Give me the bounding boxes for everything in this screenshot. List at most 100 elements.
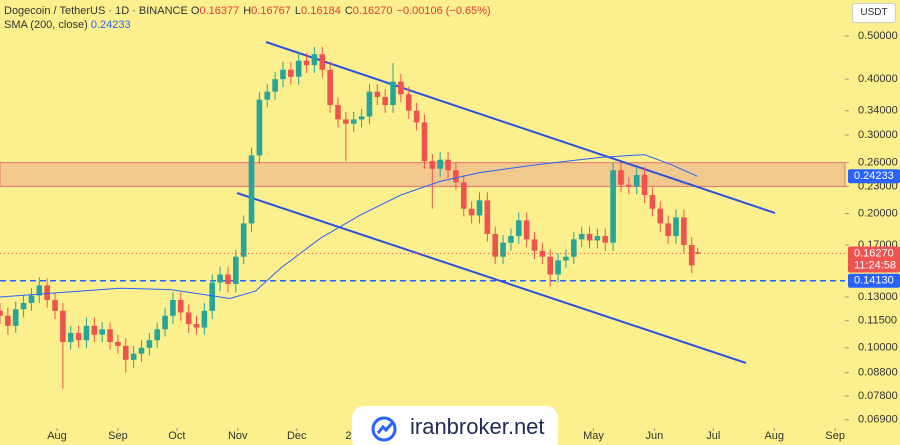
- x-tick-label: Jul: [706, 430, 720, 442]
- last-price-box: [848, 246, 900, 273]
- candle-body: [571, 239, 577, 257]
- sma-name: SMA (200, close): [4, 19, 88, 31]
- y-tick-label: 0.13000: [858, 291, 898, 303]
- candle-body: [138, 347, 145, 354]
- candle-body: [75, 332, 82, 341]
- candle-body: [311, 54, 318, 66]
- x-tick-label: Jun: [646, 430, 664, 442]
- x-tick-label: May: [583, 430, 604, 442]
- sma-value: 0.24233: [90, 19, 131, 31]
- x-tick-label: Dec: [287, 430, 307, 442]
- candle-body: [154, 329, 161, 341]
- x-tick-label: Nov: [228, 430, 248, 442]
- candle-body: [508, 236, 514, 243]
- ohlc-key: H: [243, 5, 252, 17]
- sma-row: SMA (200, close) 0.24233: [4, 18, 495, 32]
- candle-body: [91, 325, 98, 335]
- ohlc-values: O0.16377 H0.16767 L0.16184 C0.16270: [191, 5, 397, 17]
- candle-body: [523, 220, 530, 240]
- candle-body: [578, 233, 585, 240]
- candle-body: [209, 282, 216, 311]
- candle-body: [688, 244, 695, 266]
- candle-body: [694, 252, 701, 254]
- candle-body: [398, 81, 404, 95]
- legend: Dogecoin / TetherUS · 1D · BINANCE O0.16…: [4, 4, 495, 32]
- candle-body: [162, 315, 168, 330]
- ohlc-value: 0.16377: [199, 5, 240, 17]
- candle-body: [476, 200, 483, 216]
- watermark: iranbroker.net: [352, 406, 558, 445]
- candle-body: [547, 256, 554, 275]
- ohlc-key: C: [344, 5, 353, 17]
- candle-body: [492, 233, 499, 257]
- candle-body: [233, 256, 239, 284]
- candle-body: [280, 69, 286, 80]
- y-tick-label: 0.08800: [858, 366, 898, 378]
- candle-body: [0, 310, 3, 316]
- y-tick-label: 0.20000: [858, 207, 898, 219]
- candle-body: [67, 332, 74, 343]
- candle-body: [107, 329, 113, 343]
- candle-body: [618, 170, 624, 185]
- x-tick-label: Oct: [168, 430, 185, 442]
- background-layer: [0, 162, 846, 282]
- candle-body: [264, 91, 271, 100]
- y-tick-label: 0.23000: [858, 180, 898, 192]
- candle-body: [484, 200, 491, 234]
- candle-body: [610, 170, 616, 243]
- currency-button[interactable]: USDT: [852, 3, 896, 23]
- candle-body: [240, 223, 247, 257]
- candle-body: [122, 345, 129, 360]
- candle-body: [60, 310, 66, 343]
- candle-body: [515, 220, 522, 237]
- countdown-label: 11:24:58: [854, 259, 896, 271]
- y-tick-label: 0.06900: [858, 414, 898, 426]
- y-tick-label: 0.34000: [858, 105, 898, 117]
- candle-body: [256, 99, 263, 156]
- zone: [0, 162, 846, 187]
- candle-body: [429, 161, 436, 169]
- candle-body: [130, 353, 137, 360]
- candle-body: [217, 274, 223, 283]
- trend-line: [265, 41, 776, 214]
- candle-body: [453, 170, 459, 183]
- sma-price-label: 0.24233: [854, 170, 894, 182]
- candle-body: [288, 69, 294, 77]
- x-tick-label: Sep: [108, 430, 128, 442]
- y-tick-label: 0.10000: [858, 342, 898, 354]
- candle-body: [594, 236, 601, 241]
- candle-body: [115, 342, 121, 346]
- candle-body: [626, 184, 632, 187]
- candle-body: [146, 340, 153, 348]
- candle-body: [665, 223, 671, 237]
- y-tick-label: 0.50000: [858, 30, 898, 42]
- candle-body: [437, 159, 443, 169]
- candle-body: [633, 174, 640, 187]
- ohlc-value: 0.16184: [301, 5, 341, 17]
- candle-body: [413, 110, 420, 123]
- candle-body: [343, 119, 349, 124]
- candle-body: [358, 116, 365, 120]
- trend-line: [236, 192, 747, 364]
- candle-body: [185, 312, 192, 325]
- candle-body: [366, 91, 373, 117]
- last-price-label: 0.16270: [854, 247, 894, 259]
- level-price-label: 0.14130: [854, 275, 894, 287]
- candle-body: [44, 285, 50, 300]
- candle-body: [539, 250, 546, 257]
- change: −0.00106 (−0.65%): [396, 5, 491, 17]
- sma-line: [0, 154, 698, 300]
- candle-body: [170, 299, 176, 316]
- candle-body: [28, 295, 35, 304]
- candle-body: [5, 315, 11, 326]
- candle-body: [295, 60, 302, 77]
- candle-body: [405, 94, 412, 111]
- ohlc-key: L: [294, 5, 302, 17]
- x-tick-label: Aug: [47, 430, 67, 442]
- candle-body: [99, 329, 105, 335]
- watermark-text: iranbroker.net: [410, 414, 545, 439]
- candle-body: [83, 325, 90, 341]
- candle-body: [335, 105, 341, 120]
- candle-body: [555, 260, 561, 275]
